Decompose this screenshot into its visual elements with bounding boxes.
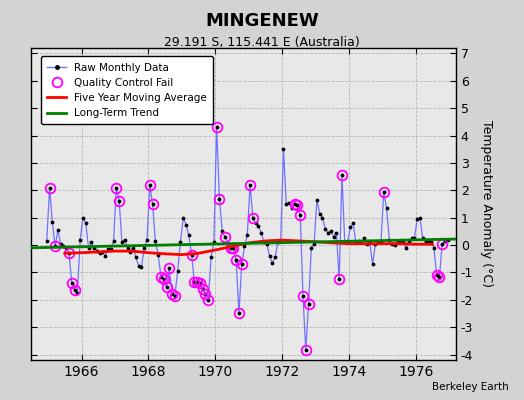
Y-axis label: Temperature Anomaly (°C): Temperature Anomaly (°C) bbox=[480, 120, 493, 288]
Text: 29.191 S, 115.441 E (Australia): 29.191 S, 115.441 E (Australia) bbox=[164, 36, 360, 49]
Text: Berkeley Earth: Berkeley Earth bbox=[432, 382, 508, 392]
Text: MINGENEW: MINGENEW bbox=[205, 12, 319, 30]
Legend: Raw Monthly Data, Quality Control Fail, Five Year Moving Average, Long-Term Tren: Raw Monthly Data, Quality Control Fail, … bbox=[41, 56, 213, 124]
